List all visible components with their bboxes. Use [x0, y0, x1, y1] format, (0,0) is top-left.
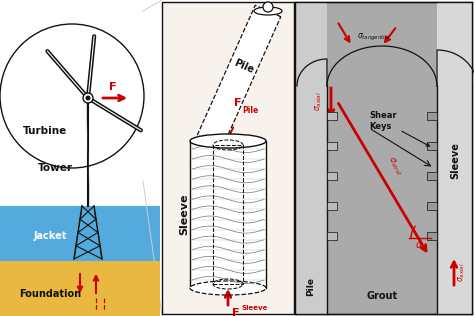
Text: Sleeve: Sleeve: [242, 305, 268, 311]
Text: $\sigma_{axial}$: $\sigma_{axial}$: [314, 91, 324, 111]
Text: $\sigma_{strut}$: $\sigma_{strut}$: [385, 155, 405, 179]
Bar: [213, 145, 243, 284]
Polygon shape: [437, 50, 474, 86]
Text: Shear
Keys: Shear Keys: [369, 111, 429, 146]
Bar: [0, 206, 160, 316]
Text: $\mathbf{F}$: $\mathbf{F}$: [231, 306, 240, 316]
Bar: [327, 232, 337, 240]
Text: $\mathbf{F}$: $\mathbf{F}$: [233, 96, 242, 108]
Bar: [427, 202, 437, 210]
Text: Grout: Grout: [366, 291, 398, 301]
Polygon shape: [197, 5, 281, 147]
Text: $\alpha$: $\alpha$: [415, 240, 423, 250]
Bar: [0, 261, 160, 316]
Bar: [437, 2, 472, 314]
Bar: [427, 112, 437, 120]
Text: Foundation: Foundation: [19, 289, 81, 299]
Polygon shape: [327, 46, 437, 86]
Ellipse shape: [190, 134, 266, 148]
Bar: [427, 232, 437, 240]
Text: $\sigma_{axial}$: $\sigma_{axial}$: [457, 262, 467, 282]
Bar: [427, 172, 437, 180]
Text: Tower: Tower: [37, 163, 73, 173]
Text: F: F: [109, 82, 117, 92]
Circle shape: [85, 95, 91, 100]
Text: Jacket: Jacket: [33, 231, 67, 241]
Bar: [295, 2, 472, 314]
Bar: [295, 2, 327, 314]
Bar: [162, 2, 294, 314]
Ellipse shape: [254, 7, 282, 15]
Text: Turbine: Turbine: [23, 126, 67, 136]
Bar: [327, 112, 337, 120]
Text: Pile: Pile: [307, 276, 316, 295]
Bar: [190, 141, 266, 288]
Text: Pile: Pile: [242, 106, 258, 115]
Circle shape: [83, 93, 93, 103]
Text: Sleeve: Sleeve: [179, 194, 189, 235]
Bar: [427, 142, 437, 150]
Circle shape: [263, 2, 273, 12]
Bar: [327, 142, 337, 150]
Text: Sleeve: Sleeve: [450, 143, 460, 179]
Ellipse shape: [190, 281, 266, 295]
Text: Pile: Pile: [232, 57, 255, 75]
Bar: [327, 172, 337, 180]
Text: $\sigma_{tangential}$: $\sigma_{tangential}$: [357, 32, 391, 43]
Polygon shape: [297, 59, 327, 86]
Bar: [327, 202, 337, 210]
